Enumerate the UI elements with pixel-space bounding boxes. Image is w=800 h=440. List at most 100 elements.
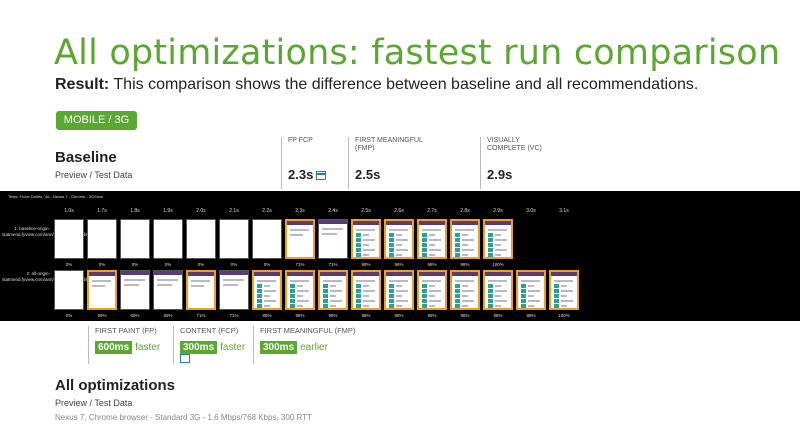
frame-image-block xyxy=(389,248,394,252)
frame-text-line xyxy=(356,280,375,282)
frame-text-line xyxy=(422,229,441,231)
filmstrip-frame[interactable] xyxy=(351,270,381,310)
filmstrip-time-label: 1.9s xyxy=(163,208,173,214)
frame-text-line xyxy=(191,285,204,287)
filmstrip-frame[interactable] xyxy=(285,270,315,310)
filmstrip-frame[interactable] xyxy=(417,219,447,259)
filmstrip-frame[interactable] xyxy=(87,219,117,259)
filmstrip-row-label[interactable]: 2: all-origin-statmend.fyview.com/ann/mo… xyxy=(2,271,90,282)
filmstrip-frame[interactable] xyxy=(318,270,348,310)
filmstrip-frame[interactable] xyxy=(384,219,414,259)
frame-image-block xyxy=(290,304,295,308)
frame-image-block xyxy=(455,253,460,257)
filmstrip-frame[interactable] xyxy=(153,219,183,259)
optimizations-title: All optimizations xyxy=(55,377,175,394)
optimizations-test-data-link[interactable]: Test Data xyxy=(94,398,133,408)
delta-value: 300ms xyxy=(260,341,298,354)
frame-text-line xyxy=(124,279,145,281)
frame-text-line xyxy=(264,285,270,287)
filmstrip-frame[interactable] xyxy=(186,270,216,310)
filmstrip-frame[interactable] xyxy=(54,270,84,310)
filmstrip-frame[interactable] xyxy=(252,270,282,310)
frame-image-block xyxy=(389,299,394,303)
frame-text-line xyxy=(429,249,441,251)
filmstrip-frame[interactable] xyxy=(450,270,480,310)
frame-image-block xyxy=(422,248,427,252)
filmstrip-frame[interactable] xyxy=(384,270,414,310)
frame-image-block xyxy=(323,304,328,308)
filmstrip-time-label: 2.7s xyxy=(427,208,437,214)
frame-text-line xyxy=(561,300,573,302)
filmstrip-frame[interactable] xyxy=(252,219,282,259)
baseline-preview-link[interactable]: Preview xyxy=(55,170,88,180)
frame-text-line xyxy=(264,305,270,307)
frame-page-header xyxy=(419,272,445,276)
frame-text-line xyxy=(455,280,474,282)
frame-text-line xyxy=(396,244,402,246)
frame-visual-progress: 100% xyxy=(558,313,570,318)
frame-text-line xyxy=(290,229,309,231)
frame-image-block xyxy=(257,289,262,293)
frame-image-block xyxy=(356,233,361,237)
frame-text-line xyxy=(396,249,408,251)
frame-visual-progress: 0% xyxy=(230,262,238,267)
frame-text-line xyxy=(462,305,468,307)
baseline-test-data-link[interactable]: Test Data xyxy=(94,170,133,180)
frame-page-header xyxy=(319,220,347,224)
filmstrip-frame[interactable] xyxy=(450,219,480,259)
frame-text-line xyxy=(92,280,111,282)
frame-text-line xyxy=(554,280,573,282)
filmstrip-frame[interactable] xyxy=(87,270,117,310)
frame-page-header xyxy=(386,221,412,225)
frame-image-block xyxy=(455,233,460,237)
frame-page-header xyxy=(485,221,511,225)
filmstrip-row-label[interactable]: 1: baseline-origin-statmend.fyview.com/a… xyxy=(2,226,90,237)
filmstrip-frame[interactable] xyxy=(516,270,546,310)
frame-text-line xyxy=(462,300,474,302)
frame-visual-progress: 0% xyxy=(98,262,106,267)
frame-image-block xyxy=(422,289,427,293)
filmstrip-frame[interactable] xyxy=(120,219,150,259)
frame-text-line xyxy=(264,295,270,297)
frame-image-block xyxy=(554,289,559,293)
filmstrip-frame[interactable] xyxy=(186,219,216,259)
frame-visual-progress: 100% xyxy=(492,262,504,267)
frame-visual-progress: 98% xyxy=(328,313,338,318)
filmstrip-frame[interactable] xyxy=(120,270,150,310)
frame-image-block xyxy=(257,294,262,298)
frame-text-line xyxy=(297,300,309,302)
frame-page-header xyxy=(89,272,115,276)
filmstrip-frame[interactable] xyxy=(483,219,513,259)
calendar-icon[interactable] xyxy=(316,171,327,180)
network-badge: MOBILE / 3G xyxy=(56,111,137,130)
filmstrip-frame[interactable] xyxy=(54,219,84,259)
filmstrip-frame[interactable] xyxy=(318,219,348,259)
filmstrip-frame[interactable] xyxy=(417,270,447,310)
filmstrip-frame[interactable] xyxy=(483,270,513,310)
frame-text-line xyxy=(528,285,534,287)
frame-text-line xyxy=(297,295,303,297)
filmstrip-time-label: 2.0s xyxy=(196,208,206,214)
frame-image-block xyxy=(323,289,328,293)
frame-text-line xyxy=(528,300,540,302)
optimizations-preview-link[interactable]: Preview xyxy=(55,398,88,408)
frame-image-block xyxy=(257,304,262,308)
frame-text-line xyxy=(363,295,369,297)
frame-image-block xyxy=(389,294,394,298)
frame-image-block xyxy=(488,284,493,288)
filmstrip-frame[interactable] xyxy=(219,270,249,310)
frame-image-block xyxy=(455,289,460,293)
filmstrip-frame[interactable] xyxy=(285,219,315,259)
frame-text-line xyxy=(223,284,238,286)
frame-image-block xyxy=(356,248,361,252)
filmstrip-frame[interactable] xyxy=(549,270,579,310)
filmstrip-frame[interactable] xyxy=(351,219,381,259)
frame-image-block xyxy=(389,253,394,257)
frame-image-block xyxy=(488,253,493,257)
frame-text-line xyxy=(429,300,441,302)
frame-image-block xyxy=(257,299,262,303)
filmstrip-time-label: 1.8s xyxy=(130,208,140,214)
filmstrip-frame[interactable] xyxy=(219,219,249,259)
filmstrip-frame[interactable] xyxy=(153,270,183,310)
calendar-icon[interactable] xyxy=(180,354,190,363)
